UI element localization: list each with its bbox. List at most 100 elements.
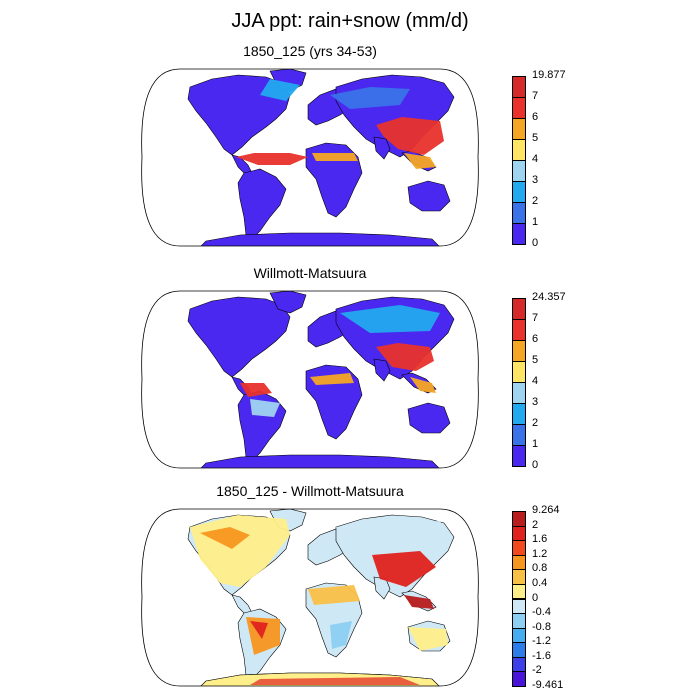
- colorbar-box: [512, 627, 526, 644]
- precip-region: [200, 527, 250, 549]
- colorbar-box: [512, 118, 526, 140]
- colorbar-box: [512, 642, 526, 658]
- precip-region: [372, 551, 436, 587]
- colorbar-label: 0: [532, 459, 539, 471]
- precip-region: [404, 595, 434, 609]
- precip-region: [340, 305, 440, 333]
- colorbar-label: 0.4: [532, 576, 548, 589]
- colorbar-box: [512, 511, 526, 527]
- panel-1: 1850_125 (yrs 34-53) 19.877 7 6 5 4 3 2 1 0: [0, 40, 700, 260]
- colorbar-box: [512, 525, 526, 542]
- colorbar-box: [512, 382, 526, 404]
- map-outline: [141, 508, 479, 687]
- colorbar-box: [512, 583, 526, 600]
- colorbar-label: 24.357: [532, 291, 566, 303]
- colorbar-box: [512, 671, 526, 687]
- colorbar-label: 7: [532, 90, 539, 102]
- colorbar-box: [512, 223, 526, 245]
- colorbar-label: 2: [532, 518, 539, 531]
- map-outline: [141, 68, 479, 247]
- panel-2: Willmott-Matsuura 24.357 7 6 5 4 3 2 1 0: [0, 262, 700, 482]
- colorbar-label: -0.8: [532, 620, 551, 633]
- colorbar-box: [512, 298, 526, 320]
- precip-region: [376, 117, 444, 155]
- colorbar-label: -1.6: [532, 649, 551, 662]
- precip-region: [410, 377, 436, 393]
- precip-region: [250, 677, 420, 685]
- continent-india: [373, 358, 391, 382]
- colorbar-box: [512, 540, 526, 556]
- precip-region: [310, 373, 354, 385]
- precip-region: [330, 621, 352, 649]
- colorbar-label: 1: [532, 216, 539, 228]
- colorbar-box: [512, 403, 526, 425]
- colorbar-box: [512, 598, 526, 615]
- precip-region: [330, 87, 410, 109]
- colorbar-label: 19.877: [532, 69, 566, 81]
- colorbar-label: 0: [532, 591, 539, 604]
- precip-region: [250, 399, 280, 417]
- colorbar-label: 2: [532, 417, 539, 429]
- continent-australia: [407, 180, 451, 212]
- colorbar-box: [512, 424, 526, 446]
- colorbar-label: 1.2: [532, 547, 548, 560]
- colorbar-label: 6: [532, 111, 539, 123]
- precip-region: [408, 627, 448, 651]
- colorbar-label: 0.8: [532, 562, 548, 575]
- colorbar-label: 0: [532, 237, 539, 249]
- colorbar-box: [512, 160, 526, 182]
- colorbar-label: 6: [532, 333, 539, 345]
- panel-title: Willmott-Matsuura: [253, 265, 367, 281]
- colorbar-label: -1.2: [532, 635, 551, 648]
- colorbar-label: 2: [532, 195, 539, 207]
- colorbar-label: 1.6: [532, 533, 548, 546]
- colorbar-box: [512, 613, 526, 629]
- colorbar-box: [512, 202, 526, 224]
- figure-title: JJA ppt: rain+snow (mm/d): [231, 10, 469, 32]
- panel-title: 1850_125 (yrs 34-53): [243, 43, 377, 59]
- colorbar-label: -9.461: [532, 679, 564, 691]
- continent-namerica: [187, 296, 291, 378]
- colorbar-label: -2: [532, 664, 542, 677]
- colorbar-label: 3: [532, 396, 539, 408]
- colorbar-label: 4: [532, 375, 539, 387]
- colorbar-box: [512, 569, 526, 585]
- precip-region: [236, 153, 308, 165]
- precip-region: [250, 621, 268, 639]
- colorbar-label: 9.264: [532, 504, 560, 516]
- colorbar-label: 4: [532, 153, 539, 165]
- world-map: [141, 508, 479, 687]
- colorbar-box: [512, 181, 526, 203]
- continent-greenland: [269, 291, 307, 314]
- precip-region: [308, 585, 360, 605]
- precip-region: [260, 79, 300, 101]
- colorbar-box: [512, 76, 526, 98]
- colorbar-label: -0.4: [532, 606, 551, 619]
- continent-antarctica: [199, 232, 441, 246]
- colorbar-box: [512, 361, 526, 383]
- continent-samerica: [237, 168, 287, 240]
- colorbar-box: [512, 139, 526, 161]
- colorbar-box: [512, 319, 526, 341]
- continent-antarctica: [199, 454, 441, 468]
- colorbar-label: 1: [532, 438, 539, 450]
- colorbar-label: 7: [532, 312, 539, 324]
- map-outline: [141, 290, 479, 469]
- colorbar-box: [512, 97, 526, 119]
- panel-title: 1850_125 - Willmott-Matsuura: [216, 483, 404, 499]
- continent-africa: [305, 142, 363, 218]
- continent-australia: [407, 402, 451, 434]
- precip-region: [312, 153, 358, 161]
- continent-india: [373, 136, 391, 160]
- colorbar-box: [512, 656, 526, 673]
- colorbar-box: [512, 554, 526, 571]
- colorbar-label: 3: [532, 174, 539, 186]
- precip-region: [240, 383, 272, 397]
- colorbar-label: 5: [532, 132, 539, 144]
- colorbar-box: [512, 445, 526, 467]
- precip-region: [376, 343, 434, 371]
- panel-3: 1850_125 - Willmott-Matsuura 9.264 2 1.6 1.…: [0, 480, 700, 700]
- world-map: [141, 290, 479, 469]
- colorbar-box: [512, 340, 526, 362]
- precip-region: [404, 153, 436, 169]
